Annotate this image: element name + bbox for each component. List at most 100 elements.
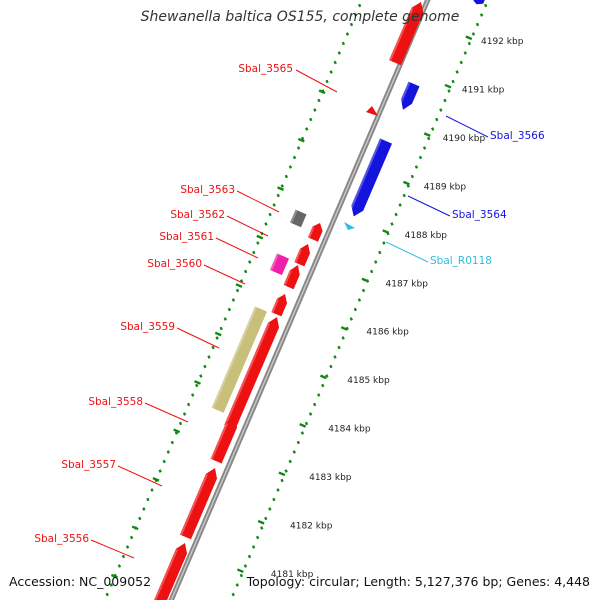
scale-dot	[109, 583, 113, 587]
major-tick	[340, 326, 348, 331]
scale-dot	[296, 146, 301, 150]
scale-dot	[341, 336, 345, 340]
scale-dot	[178, 421, 183, 426]
gene-sbal-3559a-feature[interactable]	[283, 265, 300, 290]
scale-dot	[402, 193, 406, 198]
gene-label-sbal-r0118[interactable]: Sbal_R0118	[385, 241, 492, 267]
left-major-tick	[277, 186, 284, 192]
scale-dot	[129, 535, 134, 540]
scale-dot	[239, 279, 244, 283]
scale-dot	[231, 592, 235, 597]
scale-label-4187-kbp: 4187 kbp	[361, 277, 429, 289]
scale-dot	[479, 13, 484, 17]
major-tick	[278, 471, 286, 477]
scale-dot	[329, 364, 333, 369]
major-tick	[257, 519, 265, 525]
gene-sbal-3556-feature[interactable]	[151, 543, 187, 600]
gene-label-sbal-3557[interactable]: Sbal_3557	[61, 459, 163, 487]
gene-sbal-3566-feature[interactable]	[397, 81, 420, 110]
gene-label-sbal-3556[interactable]: Sbal_3556	[34, 533, 135, 559]
scale-label-4181-kbp: 4181 kbp	[236, 568, 314, 580]
leader-line	[215, 237, 259, 259]
scale-label-4189-kbp: 4189 kbp	[403, 180, 466, 192]
scale-dot	[288, 165, 293, 169]
scale-label-4183-kbp: 4183 kbp	[278, 471, 352, 483]
gene-label-sbal-3562[interactable]: Sbal_3562	[170, 209, 269, 237]
gene-label-text: Sbal_3560	[147, 258, 202, 270]
scale-dot	[243, 564, 248, 568]
gene-label-sbal-3560[interactable]: Sbal_3560	[147, 258, 246, 285]
gene-label-text: Sbal_3563	[180, 184, 235, 196]
gene-sbal-3558-feature[interactable]	[224, 317, 279, 430]
scale-dot	[309, 117, 313, 122]
scale-dot	[243, 269, 248, 274]
scale-dot	[398, 203, 402, 207]
gene-sbal-3564-feature[interactable]	[347, 138, 392, 217]
scale-dot	[162, 459, 166, 464]
gene-sbal-3560-feature[interactable]	[294, 244, 310, 267]
scale-dot	[390, 222, 394, 226]
scale-dot	[158, 469, 162, 473]
scale-dot	[325, 374, 329, 378]
gene-label-sbal-3565[interactable]: Sbal_3565	[238, 63, 338, 93]
scale-dot	[235, 288, 240, 293]
scale-dot	[313, 108, 317, 112]
scale-dot	[333, 60, 337, 65]
scale-dot	[235, 583, 239, 587]
major-tick	[299, 422, 307, 428]
scale-dot	[317, 98, 321, 103]
gene-sbal-3559-olive-feature[interactable]	[211, 306, 267, 413]
gene-sbal-3560-pink-feature[interactable]	[269, 253, 289, 276]
gene-label-sbal-3564[interactable]: Sbal_3564	[407, 195, 507, 221]
scale-dot	[333, 355, 337, 359]
gene-sbal-3557b-feature[interactable]	[179, 468, 217, 540]
scale-label-text: 4190 kbp	[443, 134, 486, 144]
scale-dot	[174, 431, 179, 435]
scale-dot	[186, 402, 191, 407]
scale-dot	[394, 212, 398, 217]
scale-label-text: 4187 kbp	[386, 279, 429, 289]
scale-dot	[443, 98, 447, 103]
gene-features	[151, 0, 486, 600]
gene-label-sbal-3566[interactable]: Sbal_3566	[445, 115, 545, 142]
gene-label-sbal-3563[interactable]: Sbal_3563	[180, 184, 280, 213]
leader-line	[203, 264, 246, 285]
scale-dot	[280, 478, 284, 483]
scale-label-4184-kbp: 4184 kbp	[299, 422, 371, 435]
gene-sbal-3563-feature[interactable]	[290, 209, 307, 228]
gene-label-text: Sbal_3556	[34, 533, 89, 545]
gene-sbal-r0118-feature[interactable]	[344, 222, 355, 230]
scale-dot	[341, 41, 346, 46]
backbone-highlight	[170, 0, 429, 600]
gene-small-red-marker[interactable]	[366, 106, 378, 116]
gene-sbal-3559b-feature[interactable]	[271, 294, 287, 317]
scale-dot	[374, 260, 378, 264]
scale-dot	[378, 250, 382, 255]
gene-sbal-3557a-feature[interactable]	[210, 417, 237, 464]
gene-sbal-3565-feature[interactable]	[389, 2, 424, 66]
scale-dot	[284, 174, 289, 179]
genome-backbone	[168, 0, 431, 600]
gene-label-sbal-3558[interactable]: Sbal_3558	[88, 396, 189, 423]
gene-sbal-3567-feature[interactable]	[470, 0, 486, 5]
gene-label-sbal-3561[interactable]: Sbal_3561	[159, 231, 259, 259]
scale-label-text: 4182 kbp	[290, 522, 333, 532]
scale-dot	[317, 393, 321, 397]
gene-label-sbal-3559[interactable]: Sbal_3559	[120, 321, 220, 349]
scale-label-text: 4185 kbp	[347, 376, 390, 386]
left-major-tick	[110, 573, 118, 579]
scale-label-text: 4183 kbp	[309, 473, 352, 483]
major-tick	[319, 374, 327, 380]
scale-dot	[329, 70, 333, 74]
scale-dot	[296, 440, 300, 445]
left-major-tick	[173, 428, 181, 434]
major-tick	[382, 229, 390, 234]
scale-dot	[248, 260, 252, 264]
scale-dot	[284, 469, 288, 473]
scale-dot	[435, 117, 439, 122]
scale-dot	[312, 402, 317, 407]
gene-sbal-3561-feature[interactable]	[307, 223, 323, 242]
scale-label-4191-kbp: 4191 kbp	[444, 83, 505, 95]
scale-label-text: 4188 kbp	[405, 231, 448, 241]
